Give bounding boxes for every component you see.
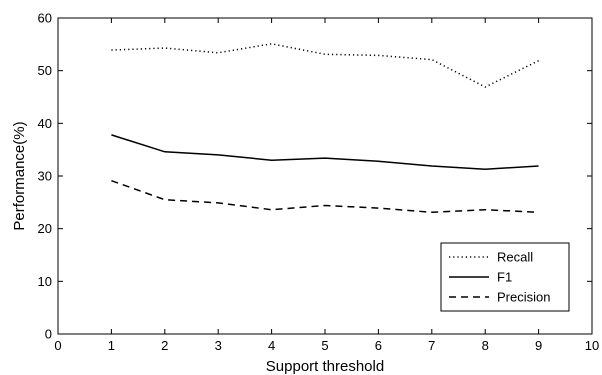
- x-tick-label: 5: [321, 338, 328, 353]
- y-tick-label: 0: [45, 327, 52, 342]
- y-tick-label: 40: [38, 116, 52, 131]
- y-tick-label: 60: [38, 11, 52, 26]
- x-tick-label: 10: [585, 338, 599, 353]
- y-tick-label: 10: [38, 274, 52, 289]
- x-tick-label: 9: [535, 338, 542, 353]
- y-tick-label: 50: [38, 63, 52, 78]
- series-layer: [111, 43, 539, 214]
- plot-area: 0 1 2 3 4 5 6 7 8 9 10 0 10 20 30 40 50 60: [38, 11, 600, 354]
- legend: Recall F1 Precision: [440, 242, 570, 312]
- y-tick-label: 20: [38, 221, 52, 236]
- x-tick-label: 7: [428, 338, 435, 353]
- series-line-precision: [111, 179, 539, 214]
- legend-label-precision: Precision: [497, 290, 550, 305]
- series-line-f1: [111, 134, 539, 170]
- x-tick-label: 0: [54, 338, 61, 353]
- series-line-recall: [111, 43, 539, 88]
- legend-label-f1: F1: [497, 270, 512, 285]
- x-axis-title: Support threshold: [266, 358, 384, 375]
- y-axis-title: Performance(%): [11, 121, 28, 230]
- y-tick-label: 30: [38, 169, 52, 184]
- x-tick-label: 2: [161, 338, 168, 353]
- x-tick-label: 8: [482, 338, 489, 353]
- x-tick-label: 4: [268, 338, 275, 353]
- legend-label-recall: Recall: [497, 250, 533, 265]
- x-tick-label: 1: [108, 338, 115, 353]
- x-tick-label: 6: [375, 338, 382, 353]
- x-tick-label: 3: [215, 338, 222, 353]
